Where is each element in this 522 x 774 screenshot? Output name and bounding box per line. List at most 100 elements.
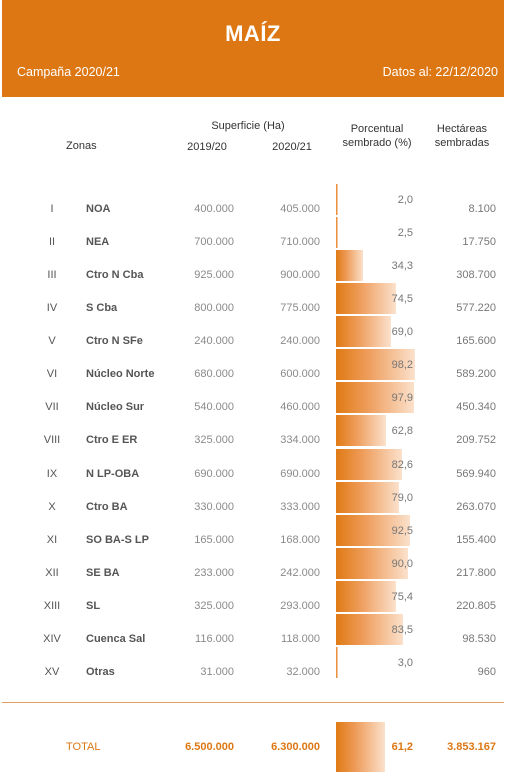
hectares-sown: 577.220: [456, 302, 496, 315]
zone-name: Otras: [86, 665, 115, 678]
pct-bar: [336, 448, 403, 480]
zone-name: NEA: [86, 236, 110, 249]
zone-name: SL: [86, 599, 101, 612]
pct-label: 92,5: [391, 524, 413, 537]
pct-label: 75,4: [391, 590, 413, 603]
zone-number: VIII: [43, 434, 61, 447]
zone-name: S Cba: [86, 302, 118, 315]
surface-2019: 800.000: [194, 302, 234, 315]
surface-2020: 460.000: [280, 401, 320, 414]
header-year-2020: 2020/21: [272, 141, 312, 153]
pct-label: 90,0: [391, 557, 413, 570]
zone-name: NOA: [86, 203, 111, 215]
surface-2019: 165.000: [194, 533, 234, 546]
header-pct-line2: sembrado (%): [342, 137, 412, 149]
pct-bar: [336, 514, 410, 546]
pct-label: 3,0: [397, 656, 413, 669]
hectares-sown: 308.700: [456, 269, 496, 282]
surface-2020: 240.000: [280, 335, 320, 348]
hectares-sown: 209.752: [456, 434, 496, 447]
surface-2020: 334.000: [280, 434, 320, 447]
surface-2019: 540.000: [194, 401, 234, 414]
zone-name: N LP-OBA: [86, 467, 140, 480]
header-year-2019: 2019/20: [187, 141, 227, 153]
surface-2020: 775.000: [280, 302, 320, 315]
surface-2019: 325.000: [194, 434, 234, 447]
zone-number: VI: [46, 368, 58, 381]
zone-name: Cuenca Sal: [86, 632, 146, 645]
surface-2020: 710.000: [280, 236, 320, 249]
zone-name: Núcleo Norte: [86, 368, 155, 381]
zone-number: XV: [44, 665, 60, 678]
surface-2019: 240.000: [194, 335, 234, 348]
surface-2020: 32.000: [286, 665, 320, 678]
zone-number: X: [48, 500, 56, 513]
hectares-sown: 589.200: [456, 368, 496, 381]
hectares-sown: 960: [477, 665, 496, 678]
zone-name: SE BA: [86, 566, 120, 579]
hectares-sown: 98.530: [462, 632, 496, 645]
zone-name: Ctro E ER: [86, 434, 138, 447]
zone-name: Ctro N Cba: [86, 269, 144, 282]
pct-bar: [336, 316, 392, 348]
surface-2019: 400.000: [194, 203, 234, 215]
surface-2020: 405.000: [280, 203, 320, 215]
data-date-label: Datos al: 22/12/2020: [382, 65, 498, 79]
surface-2020: 600.000: [280, 368, 320, 381]
surface-2019: 233.000: [194, 566, 234, 579]
hectares-sown: 450.340: [456, 401, 496, 414]
zone-number: V: [48, 335, 56, 348]
surface-2019: 330.000: [194, 500, 234, 513]
pct-bar: [336, 283, 396, 315]
total-s1: 6.500.000: [185, 741, 234, 753]
hectares-sown: 165.600: [456, 335, 496, 348]
surface-2020: 293.000: [280, 599, 320, 612]
surface-2020: 690.000: [280, 467, 320, 480]
pct-bar: [336, 481, 400, 513]
total-divider: [2, 702, 504, 703]
hectares-sown: 263.070: [456, 500, 496, 513]
header-pct-line1: Porcentual: [350, 123, 404, 135]
hectares-sown: 217.800: [456, 566, 496, 579]
surface-2020: 118.000: [281, 632, 320, 645]
pct-label: 2,0: [397, 194, 413, 206]
pct-bar: [336, 349, 415, 381]
pct-label: 97,9: [391, 392, 413, 405]
total-ha: 3.853.167: [447, 741, 496, 753]
pct-label: 79,0: [391, 491, 413, 504]
zone-number: XIII: [43, 599, 61, 612]
zone-number: III: [47, 269, 57, 282]
hectares-sown: 155.400: [456, 533, 496, 546]
zone-name: Ctro N SFe: [86, 335, 143, 348]
pct-label: 74,5: [391, 293, 413, 306]
surface-2019: 325.000: [194, 599, 234, 612]
pct-bar: [336, 613, 403, 645]
surface-2019: 700.000: [194, 236, 234, 249]
header-ha-line2: sembradas: [434, 137, 490, 149]
header-superficie: Superficie (Ha): [211, 120, 285, 132]
hectares-sown: 569.940: [456, 467, 496, 480]
zone-name: SO BA-S LP: [86, 533, 149, 546]
pct-bar: [336, 250, 364, 282]
hectares-sown: 220.805: [456, 599, 496, 612]
pct-label: 62,8: [391, 425, 413, 438]
surface-2020: 242.000: [280, 566, 320, 579]
zone-number: II: [48, 236, 56, 249]
pct-label: 34,3: [391, 260, 413, 273]
total-pct-bar: [336, 722, 385, 772]
total-label: TOTAL: [66, 741, 101, 753]
pct-bar: [336, 382, 415, 414]
pct-bar: [336, 580, 397, 612]
hectares-sown: 8.100: [468, 203, 496, 215]
surface-2019: 680.000: [194, 368, 234, 381]
page-title: MAÍZ: [225, 21, 281, 46]
surface-2020: 900.000: [280, 269, 320, 282]
surface-2019: 925.000: [194, 269, 234, 282]
campaign-label: Campaña 2020/21: [17, 65, 120, 79]
zone-number: I: [50, 203, 54, 215]
header-ha-line1: Hectáreas: [436, 123, 488, 135]
pct-bar: [336, 646, 339, 678]
zone-number: IV: [46, 302, 58, 315]
hectares-sown: 17.750: [462, 236, 496, 249]
zone-number: XII: [45, 566, 59, 579]
